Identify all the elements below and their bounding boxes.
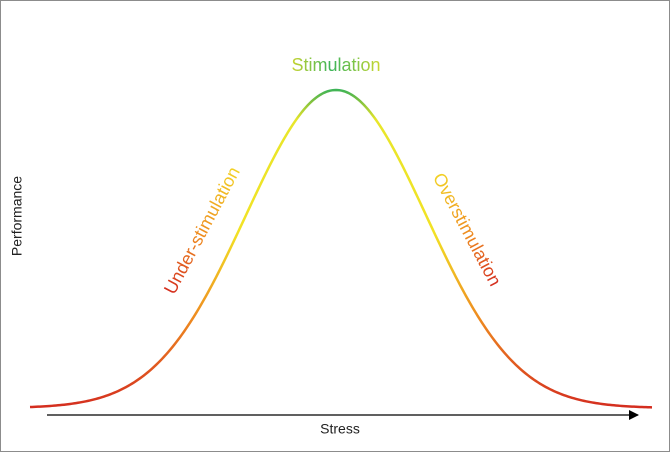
y-axis-label: Performance (9, 176, 25, 256)
peak-label: Stimulation (291, 55, 380, 75)
x-axis-label: Stress (320, 421, 360, 437)
performance-curve (29, 88, 653, 409)
